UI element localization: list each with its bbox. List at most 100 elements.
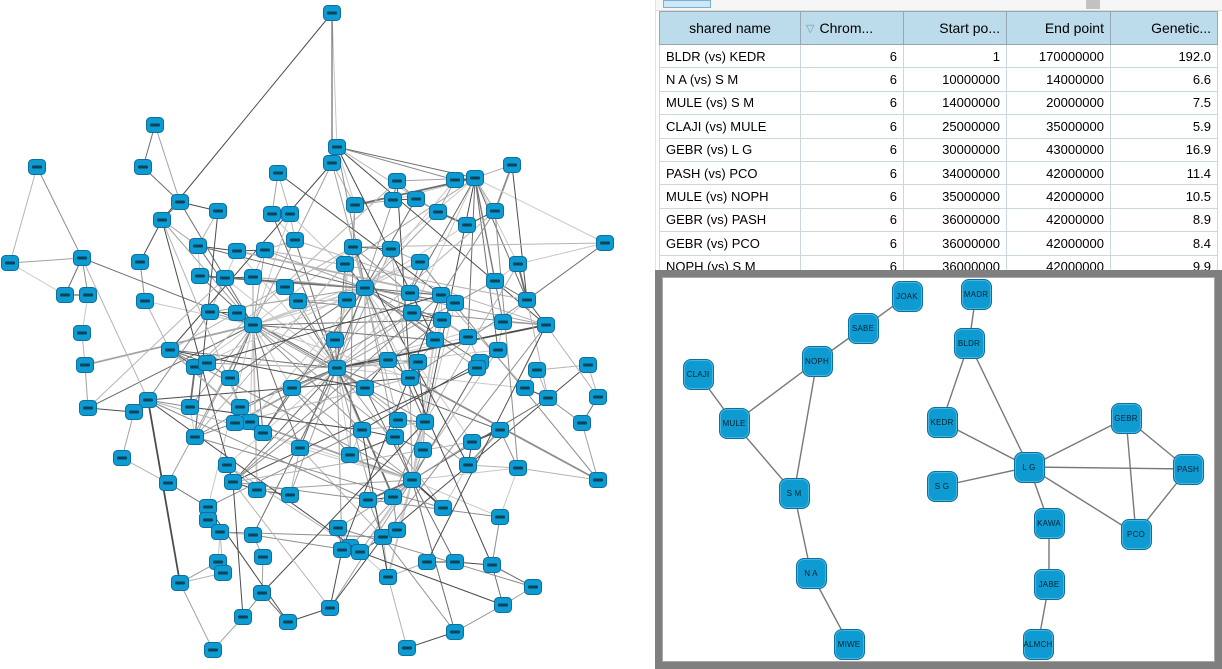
- network-node[interactable]: JABE: [1033, 568, 1065, 600]
- graph-edge[interactable]: [364, 287, 478, 369]
- table-cell[interactable]: 10000000: [903, 67, 1007, 92]
- network-node[interactable]: MADR: [960, 278, 992, 310]
- graph-edge[interactable]: [291, 387, 351, 456]
- graph-edge[interactable]: [87, 277, 226, 409]
- graph-edge[interactable]: [194, 287, 366, 368]
- network-node[interactable]: S M: [778, 477, 810, 509]
- table-cell[interactable]: 42000000: [1006, 231, 1111, 256]
- table-cell[interactable]: 6.6: [1110, 67, 1218, 92]
- network-node[interactable]: S G: [926, 470, 958, 502]
- table-row[interactable]: MULE (vs) S M 6 14000000 20000000 7.5: [659, 90, 1218, 116]
- graph-edge[interactable]: [252, 324, 411, 379]
- table-cell[interactable]: GEBR (vs) L G: [659, 137, 801, 162]
- table-cell[interactable]: MULE (vs) NOPH: [659, 184, 801, 209]
- table-cell[interactable]: 170000000: [1006, 43, 1111, 69]
- network-node[interactable]: MULE: [718, 407, 750, 439]
- table-row[interactable]: GEBR (vs) L G 6 30000000 43000000 16.9: [659, 137, 1218, 162]
- table-cell[interactable]: 10.5: [1110, 184, 1218, 209]
- table-cell[interactable]: 11.4: [1110, 160, 1218, 186]
- graph-edge[interactable]: [336, 146, 366, 289]
- graph-edge[interactable]: [382, 324, 547, 538]
- graph-edge[interactable]: [81, 257, 254, 326]
- table-cell[interactable]: 6: [800, 160, 904, 186]
- graph-edge[interactable]: [9, 262, 66, 296]
- graph-edge[interactable]: [161, 219, 234, 483]
- graph-edge[interactable]: [167, 324, 254, 484]
- graph-edge[interactable]: [169, 162, 333, 351]
- table-cell[interactable]: 7.5: [1110, 90, 1218, 116]
- graph-edge[interactable]: [147, 311, 211, 401]
- graph-edge[interactable]: [329, 536, 384, 609]
- table-cell[interactable]: 16.9: [1110, 137, 1218, 162]
- graph-edge[interactable]: [252, 213, 291, 326]
- graph-edge[interactable]: [252, 324, 293, 389]
- table-cell[interactable]: 8.9: [1110, 207, 1218, 233]
- sub-network-view[interactable]: JOAK MADR SABE BLDR NOPH CLAJI GEBR KEDR MULE L G…: [662, 277, 1215, 662]
- graph-edge[interactable]: [364, 287, 411, 379]
- table-cell[interactable]: 192.0: [1110, 43, 1218, 69]
- graph-edge[interactable]: [387, 576, 408, 649]
- table-row[interactable]: N A (vs) S M 6 10000000 14000000 6.6: [659, 67, 1218, 92]
- graph-edge[interactable]: [409, 377, 413, 481]
- column-header-start-point[interactable]: Start po...: [903, 11, 1007, 45]
- table-cell[interactable]: GEBR (vs) PASH: [659, 207, 801, 233]
- graph-edge[interactable]: [474, 177, 528, 301]
- table-cell[interactable]: CLAJI (vs) MULE: [659, 114, 801, 139]
- graph-edge[interactable]: [252, 324, 366, 389]
- network-node[interactable]: SABE: [847, 312, 879, 344]
- graph-edge[interactable]: [352, 246, 399, 421]
- table-cell[interactable]: 6: [800, 67, 904, 92]
- graph-edge[interactable]: [297, 300, 338, 369]
- table-cell[interactable]: MULE (vs) S M: [659, 90, 801, 116]
- table-cell[interactable]: 42000000: [1006, 184, 1111, 209]
- graph-edge[interactable]: [206, 294, 442, 364]
- column-header-chromosome[interactable]: ▽ Chrom...: [800, 11, 904, 45]
- table-cell[interactable]: GEBR (vs) PCO: [659, 231, 801, 256]
- table-cell[interactable]: 30000000: [903, 137, 1007, 162]
- network-node[interactable]: NOPH: [801, 345, 833, 377]
- graph-edge[interactable]: [494, 210, 519, 469]
- network-edge[interactable]: [968, 342, 1030, 468]
- graph-edge[interactable]: [289, 367, 338, 496]
- network-edge[interactable]: [1028, 466, 1189, 470]
- graph-edge[interactable]: [252, 276, 366, 289]
- table-cell[interactable]: 34000000: [903, 160, 1007, 186]
- graph-edge[interactable]: [331, 12, 338, 148]
- graph-edge[interactable]: [169, 349, 413, 481]
- graph-edge[interactable]: [526, 242, 606, 301]
- table-cell[interactable]: 6: [800, 114, 904, 139]
- network-node[interactable]: N A: [795, 557, 827, 589]
- graph-edge[interactable]: [352, 246, 411, 294]
- table-cell[interactable]: 14000000: [1006, 67, 1111, 92]
- graph-edge[interactable]: [226, 464, 361, 553]
- graph-edge[interactable]: [440, 210, 496, 296]
- graph-edge[interactable]: [252, 324, 301, 449]
- table-cell[interactable]: 6: [800, 231, 904, 256]
- table-row[interactable]: BLDR (vs) KEDR 6 1 170000000 192.0: [659, 43, 1218, 69]
- network-edge[interactable]: [1125, 417, 1137, 535]
- network-node[interactable]: CLAJI: [682, 358, 714, 390]
- graph-edge[interactable]: [232, 481, 331, 609]
- graph-edge[interactable]: [194, 210, 219, 438]
- graph-edge[interactable]: [179, 582, 214, 651]
- table-cell[interactable]: N A (vs) S M: [659, 67, 801, 92]
- network-node[interactable]: PCO: [1120, 518, 1152, 550]
- graph-edge[interactable]: [147, 399, 181, 584]
- table-row[interactable]: MULE (vs) NOPH 6 35000000 42000000 10.5: [659, 184, 1218, 209]
- graph-edge[interactable]: [411, 479, 501, 518]
- graph-edge[interactable]: [329, 549, 343, 609]
- network-edge[interactable]: [1028, 417, 1127, 468]
- table-cell[interactable]: 14000000: [903, 90, 1007, 116]
- network-edge[interactable]: [1028, 466, 1137, 535]
- network-edge[interactable]: [793, 360, 818, 494]
- table-cell[interactable]: 5.9: [1110, 114, 1218, 139]
- graph-edge[interactable]: [417, 361, 426, 423]
- network-node[interactable]: L G: [1013, 451, 1045, 483]
- graph-edge[interactable]: [194, 180, 398, 368]
- graph-edge[interactable]: [474, 177, 519, 265]
- graph-edge[interactable]: [299, 447, 413, 481]
- network-node[interactable]: PASH: [1172, 453, 1204, 485]
- graph-edge[interactable]: [474, 177, 606, 244]
- graph-edge[interactable]: [154, 124, 181, 203]
- table-cell[interactable]: 35000000: [903, 184, 1007, 209]
